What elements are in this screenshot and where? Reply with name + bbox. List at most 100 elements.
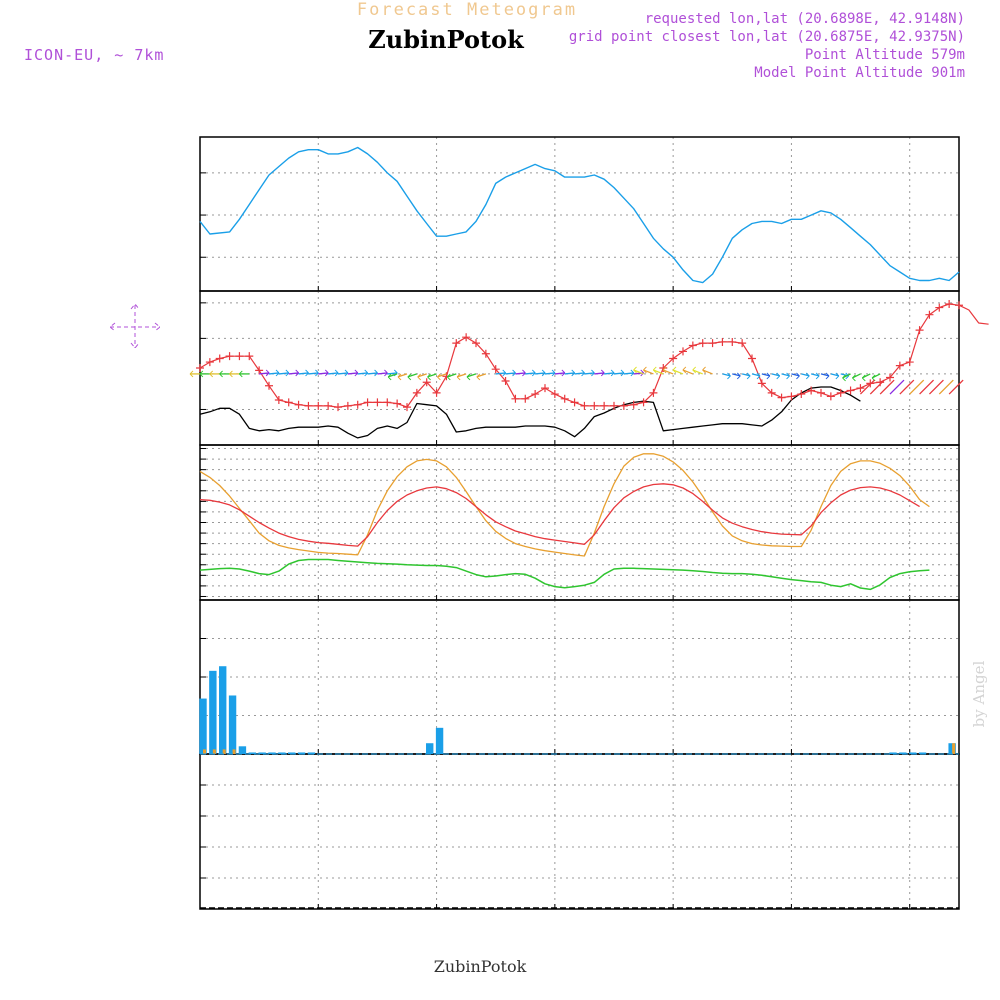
wind-vector-arrow <box>288 372 299 375</box>
wind-vector-head <box>305 369 309 377</box>
total-cloud-bar <box>248 752 256 754</box>
gust-marker <box>629 400 638 409</box>
gust-marker <box>383 398 392 407</box>
wind-vector-head <box>384 369 388 377</box>
gust-marker <box>925 310 934 319</box>
panel-frame <box>199 753 960 910</box>
wind-vector-arrow <box>574 372 585 375</box>
wind-vector-arrow <box>879 379 895 395</box>
gust-marker <box>422 378 431 387</box>
wind-vector-head <box>512 369 516 377</box>
total-cloud-bar <box>426 743 434 754</box>
panel-frame <box>199 136 960 292</box>
closest-coords: grid point closest lon,lat (20.6875E, 42… <box>569 29 965 45</box>
wind-vector-head <box>825 372 830 380</box>
gust-marker <box>324 401 333 410</box>
wind-vector-arrow <box>653 369 664 375</box>
wind-vector-arrow <box>437 373 447 378</box>
gust-marker <box>501 377 510 386</box>
wind-vector-arrow <box>318 372 329 375</box>
wind-vector-head <box>727 372 731 380</box>
series-2m-temp <box>199 483 920 547</box>
wind-vector-arrow <box>268 372 280 375</box>
wind-vector-head <box>324 369 329 377</box>
gust-marker <box>294 400 303 409</box>
wind-vector-arrow <box>781 373 790 377</box>
gust-marker <box>688 341 697 350</box>
gust-marker <box>265 381 273 390</box>
low-cloud-bar <box>212 749 216 754</box>
chart-title: ZubinPotok <box>368 25 525 54</box>
compass-arrows <box>109 303 161 349</box>
wind-vector-head <box>766 372 771 380</box>
wind-vector-head <box>456 373 461 381</box>
wind-vector-head <box>437 373 441 381</box>
wind-vectors <box>189 366 964 395</box>
gust-marker <box>955 301 963 310</box>
gust-marker <box>787 392 796 401</box>
wind-vector-head <box>815 372 820 380</box>
gust-marker <box>550 390 559 399</box>
wind-vector-arrow <box>594 372 605 375</box>
wind-vector-arrow <box>741 373 751 377</box>
wind-vector-head <box>387 373 392 381</box>
wind-vector-arrow <box>859 379 875 395</box>
gust-marker <box>462 333 471 342</box>
total-cloud-bar <box>297 752 306 754</box>
series-sfc-temp <box>199 453 930 557</box>
wind-vector-head <box>682 366 687 374</box>
gust-marker <box>205 358 214 367</box>
wind-vector-head <box>581 369 585 377</box>
wind-vector-arrow <box>328 372 339 375</box>
gust-marker <box>649 388 658 397</box>
gust-marker <box>511 394 520 403</box>
gust-marker <box>826 392 835 401</box>
wind-vector-arrow <box>564 372 575 375</box>
gust-marker <box>748 354 756 363</box>
gust-marker <box>472 339 480 348</box>
wind-vector-head <box>476 373 481 381</box>
series-dewpt-temp <box>199 558 930 591</box>
wind-vector-head <box>756 372 761 380</box>
wind-vector-arrow <box>909 379 925 395</box>
panel-pressure <box>199 136 960 292</box>
wind-vector-arrow <box>889 379 905 395</box>
gust-marker <box>698 339 707 348</box>
gust-marker <box>373 398 382 407</box>
wind-vector-head <box>786 372 790 380</box>
gust-marker <box>353 400 362 409</box>
total-cloud-bar <box>238 746 247 754</box>
wind-vector-arrow <box>347 372 358 375</box>
requested-coords: requested lon,lat (20.6898E, 42.9148N) <box>645 11 965 27</box>
gust-marker <box>679 347 687 356</box>
wind-vector-arrow <box>387 372 398 375</box>
wind-vector-head <box>209 370 214 378</box>
wind-vector-arrow <box>623 372 634 375</box>
wind-vector-head <box>842 374 846 382</box>
gust-marker <box>196 364 204 372</box>
total-cloud-bar <box>228 695 237 754</box>
gust-marker <box>343 401 352 410</box>
gust-marker <box>777 393 786 402</box>
wind-vector-head <box>600 369 605 377</box>
gust-marker <box>225 352 234 361</box>
panels <box>109 136 989 910</box>
wind-vector-arrow <box>672 369 684 375</box>
wind-vector-arrow <box>525 372 536 375</box>
gust-marker <box>363 398 372 407</box>
gust-marker <box>610 401 618 410</box>
wind-vector-head <box>427 373 431 381</box>
wind-vector-arrow <box>515 372 526 375</box>
model-altitude: Model Point Altitude 901m <box>754 65 965 81</box>
gust-marker <box>718 337 727 346</box>
series-prmsl <box>199 146 960 284</box>
low-cloud-bar <box>952 743 956 754</box>
wind-vector-head <box>805 372 810 380</box>
gust-marker <box>846 386 855 395</box>
wind-vector-head <box>531 369 536 377</box>
wind-vector-arrow <box>702 369 713 375</box>
wind-vector-head <box>238 370 243 378</box>
gust-marker <box>245 352 254 361</box>
wind-vector-head <box>285 369 290 377</box>
wind-vector-arrow <box>466 373 477 378</box>
